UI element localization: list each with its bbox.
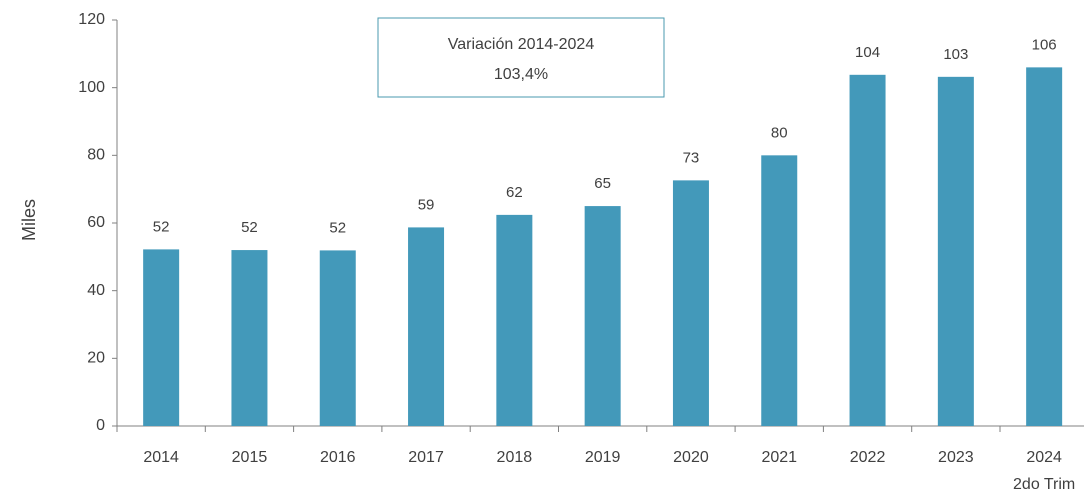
data-label: 104 — [855, 44, 880, 61]
bar — [231, 250, 268, 426]
x-tick-label: 2024 — [1026, 449, 1062, 466]
y-tick-label: 100 — [78, 79, 105, 96]
bar — [849, 74, 886, 426]
x-tick-label: 2022 — [850, 449, 886, 466]
y-axis-label: Miles — [19, 199, 39, 241]
y-tick-label: 60 — [87, 214, 105, 231]
bar — [584, 206, 621, 426]
bar — [761, 155, 798, 427]
y-tick-label: 80 — [87, 147, 105, 164]
y-tick-label: 0 — [96, 417, 105, 434]
annotation-text: 103,4% — [494, 66, 548, 83]
x-tick-label: 2014 — [143, 449, 179, 466]
data-label: 65 — [594, 175, 611, 192]
data-label: 73 — [683, 149, 700, 166]
x-tick-label: 2016 — [320, 449, 356, 466]
bar — [408, 227, 445, 426]
data-label: 52 — [153, 218, 170, 235]
x-tick-label: 2021 — [761, 449, 797, 466]
x-tick-label: 2015 — [232, 449, 268, 466]
data-label: 103 — [943, 46, 968, 63]
annotation-text: Variación 2014-2024 — [448, 36, 595, 53]
annotation-box — [377, 17, 665, 98]
data-label: 80 — [771, 124, 788, 141]
bar — [937, 76, 974, 426]
data-label: 59 — [418, 196, 435, 213]
x-tick-label: 2019 — [585, 449, 621, 466]
bar — [1026, 67, 1063, 426]
x-tick-label: 2018 — [497, 449, 533, 466]
y-tick-label: 20 — [87, 350, 105, 367]
x-tick-label: 2017 — [408, 449, 444, 466]
y-tick-label: 40 — [87, 282, 105, 299]
bar — [143, 249, 180, 426]
bar — [496, 214, 533, 426]
x-tick-sublabel: 2do Trim — [1013, 476, 1075, 493]
bar — [319, 250, 356, 426]
data-label: 52 — [241, 219, 258, 236]
y-tick-label: 120 — [78, 11, 105, 28]
bar — [672, 180, 709, 426]
data-label: 62 — [506, 184, 523, 201]
x-tick-label: 2020 — [673, 449, 709, 466]
x-tick-label: 2023 — [938, 449, 974, 466]
data-label: 106 — [1032, 36, 1057, 53]
data-label: 52 — [329, 219, 346, 236]
